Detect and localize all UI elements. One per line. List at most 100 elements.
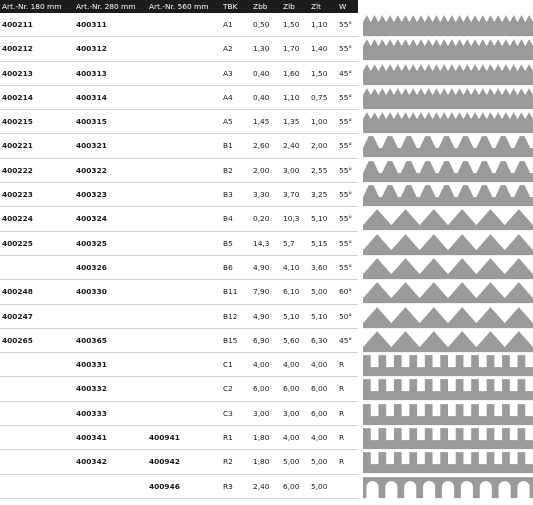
header-art-nr-280: Art.-Nr. 280 mm bbox=[76, 2, 136, 11]
tooth-profile-image bbox=[363, 112, 533, 134]
value-zlb: 4,00 bbox=[283, 360, 300, 370]
value-zlt: 2,55 bbox=[311, 165, 328, 175]
tooth-profile-code: A2 bbox=[223, 44, 233, 54]
tooth-profile-image bbox=[363, 452, 533, 474]
header-art-nr-180: Art.-Nr. 180 mm bbox=[2, 2, 62, 11]
article-number-180: 400211 bbox=[2, 20, 33, 29]
header-art-nr-560: Art.-Nr. 560 mm bbox=[149, 2, 209, 11]
value-angle: R bbox=[339, 384, 345, 394]
value-zlt: 1,40 bbox=[311, 44, 328, 54]
value-angle: 45° bbox=[339, 68, 353, 78]
tooth-profile-image bbox=[363, 379, 533, 401]
row-cells: 400212 400312 A2 1,30 1,70 1,40 55° bbox=[0, 37, 358, 62]
header-tbk: TBK bbox=[223, 2, 238, 11]
value-zbb: 1,45 bbox=[253, 117, 270, 127]
value-zbb: 1,30 bbox=[253, 44, 270, 54]
value-zlt: 4,00 bbox=[311, 360, 328, 370]
value-zbb: 0,50 bbox=[253, 20, 270, 29]
tooth-profile-image bbox=[363, 476, 533, 498]
tooth-profile-code: A5 bbox=[223, 117, 233, 127]
article-number-280: 400332 bbox=[76, 384, 107, 394]
article-number-280: 400311 bbox=[76, 20, 107, 29]
article-number-560: 400946 bbox=[149, 481, 180, 491]
value-zlt: 0,75 bbox=[311, 92, 328, 102]
article-number-280: 400323 bbox=[76, 190, 107, 200]
article-number-180: 400223 bbox=[2, 190, 33, 200]
value-zlt: 4,00 bbox=[311, 433, 328, 443]
tooth-profile-image bbox=[363, 209, 533, 231]
value-zlt: 1,00 bbox=[311, 117, 328, 127]
tooth-profile-image bbox=[363, 136, 533, 158]
tooth-profile-code: B11 bbox=[223, 287, 238, 297]
tooth-profile-code: C2 bbox=[223, 384, 233, 394]
row-cells: 400265 400365 B15 6,90 5,60 6,30 45° bbox=[0, 329, 358, 354]
table-row: 400341 400941 R1 1,80 4,00 4,00 R bbox=[0, 426, 533, 451]
value-zlt: 6,00 bbox=[311, 384, 328, 394]
value-angle: 55° bbox=[339, 238, 353, 248]
tooth-profile-code: R1 bbox=[223, 433, 233, 443]
value-zbb: 6,90 bbox=[253, 335, 270, 345]
value-angle: 55° bbox=[339, 190, 353, 200]
table-body: 400211 400311 A1 0,50 1,50 1,10 55° 400212 40031… bbox=[0, 13, 533, 499]
value-zlb: 5,7 bbox=[283, 238, 295, 248]
article-number-180: 400214 bbox=[2, 92, 33, 102]
row-cells: 400222 400322 B2 2,00 3,00 2,55 55° bbox=[0, 159, 358, 184]
article-number-280: 400333 bbox=[76, 408, 107, 418]
table-row: 400224 400324 B4 0,20 10,3 5,10 55° bbox=[0, 207, 533, 232]
tooth-profile-image bbox=[363, 233, 533, 255]
tooth-profile-code: B2 bbox=[223, 165, 233, 175]
value-zlt: 1,50 bbox=[311, 68, 328, 78]
row-cells: 400331 C1 4,00 4,00 4,00 R bbox=[0, 353, 358, 378]
value-angle: 55° bbox=[339, 20, 353, 29]
value-zlb: 2,40 bbox=[283, 141, 300, 151]
article-number-180: 400225 bbox=[2, 238, 33, 248]
tooth-profile-image bbox=[363, 185, 533, 207]
value-angle: R bbox=[339, 360, 345, 370]
tooth-profile-code: A3 bbox=[223, 68, 233, 78]
table-row: 400221 400321 B1 2,60 2,40 2,00 55° bbox=[0, 134, 533, 159]
value-zbb: 3,00 bbox=[253, 408, 270, 418]
article-number-180: 400222 bbox=[2, 165, 33, 175]
tooth-profile-code: A1 bbox=[223, 20, 233, 29]
tooth-profile-image bbox=[363, 160, 533, 182]
value-zlb: 3,70 bbox=[283, 190, 300, 200]
value-zlb: 6,00 bbox=[283, 481, 300, 491]
article-number-280: 400314 bbox=[76, 92, 107, 102]
value-zbb: 1,80 bbox=[253, 457, 270, 467]
value-zbb: 0,20 bbox=[253, 214, 270, 224]
value-zbb: 6,00 bbox=[253, 384, 270, 394]
value-angle: R bbox=[339, 433, 345, 443]
tooth-profile-image bbox=[363, 39, 533, 61]
value-zlb: 1,60 bbox=[283, 68, 300, 78]
article-number-280: 400322 bbox=[76, 165, 107, 175]
value-zbb: 2,60 bbox=[253, 141, 270, 151]
table-row: 400342 400942 R2 1,80 5,00 5,00 R bbox=[0, 450, 533, 475]
table-row: 400247 B12 4,90 5,10 5,10 50° bbox=[0, 305, 533, 329]
value-zbb: 1,80 bbox=[253, 433, 270, 443]
tooth-profile-image bbox=[363, 355, 533, 377]
header-zlt: Zlt bbox=[311, 2, 322, 11]
row-cells: 400225 400325 B5 14,3 5,7 5,15 55° bbox=[0, 232, 358, 256]
value-zlb: 5,60 bbox=[283, 335, 300, 345]
tooth-profile-image bbox=[363, 403, 533, 425]
article-number-180: 400221 bbox=[2, 141, 33, 151]
value-angle: R bbox=[339, 408, 345, 418]
value-angle: 55° bbox=[339, 165, 353, 175]
tooth-profile-code: B6 bbox=[223, 262, 233, 272]
row-cells: 400341 400941 R1 1,80 4,00 4,00 R bbox=[0, 426, 358, 451]
table-row: 400214 400314 A4 0,40 1,10 0,75 55° bbox=[0, 86, 533, 111]
value-zlt: 6,30 bbox=[311, 335, 328, 345]
value-angle: 55° bbox=[339, 262, 353, 272]
row-cells: 400326 B6 4,90 4,10 3,60 55° bbox=[0, 256, 358, 281]
value-zlb: 1,10 bbox=[283, 92, 300, 102]
tooth-profile-image bbox=[363, 15, 533, 37]
value-zbb: 0,40 bbox=[253, 68, 270, 78]
row-cells: 400333 C3 3,00 3,00 6,00 R bbox=[0, 402, 358, 427]
row-cells: 400224 400324 B4 0,20 10,3 5,10 55° bbox=[0, 207, 358, 232]
article-number-280: 400312 bbox=[76, 44, 107, 54]
value-zbb: 0,40 bbox=[253, 92, 270, 102]
table-row: 400946 R3 2,40 6,00 5,00 bbox=[0, 475, 533, 499]
value-zlt: 3,60 bbox=[311, 262, 328, 272]
value-angle: 60° bbox=[339, 287, 353, 297]
value-zlt: 1,10 bbox=[311, 20, 328, 29]
